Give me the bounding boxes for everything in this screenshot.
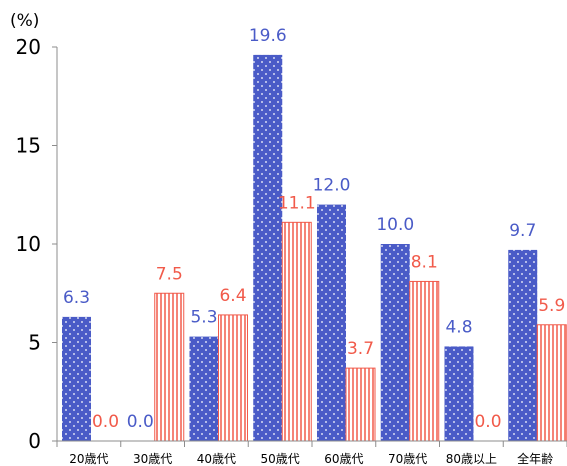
x-tick-label: 70歳代 [388, 452, 427, 466]
y-tick-label: 10 [16, 232, 41, 256]
bar-series-1 [444, 346, 474, 441]
data-label-series-2: 7.5 [156, 264, 183, 284]
data-label-series-1: 10.0 [376, 215, 414, 235]
bar-series-2 [409, 280, 440, 442]
data-label-series-2: 3.7 [347, 339, 374, 359]
data-label-series-2: 11.1 [278, 193, 316, 213]
data-label-series-2: 8.1 [411, 252, 438, 272]
bar-series-1 [380, 244, 410, 441]
data-labels: 6.3 0.0 5.3 19.6 12.0 10.0 4.8 9.7 0.0 7.5 6.4 11.1… [63, 26, 565, 432]
x-tick-label: 50歳代 [260, 452, 299, 466]
x-tick-label: 全年齢 [517, 451, 553, 466]
bars [62, 54, 567, 442]
x-tick-label: 20歳代 [69, 452, 108, 466]
y-tick-label: 5 [28, 331, 41, 355]
data-label-series-1: 5.3 [190, 308, 217, 328]
data-label-series-2: 5.9 [538, 296, 565, 316]
x-tick-label: 30歳代 [133, 452, 172, 466]
data-label-series-1: 4.8 [445, 317, 472, 337]
y-tick-label: 0 [28, 429, 41, 453]
bar-series-2 [218, 314, 248, 442]
bar-series-1 [189, 336, 219, 441]
bar-series-2 [281, 221, 312, 442]
bar-series-1 [508, 249, 538, 441]
bar-series-2 [154, 292, 185, 442]
x-tick-label: 80歳以上 [446, 452, 497, 466]
data-label-series-2: 0.0 [92, 412, 119, 432]
y-tick-label: 20 [16, 35, 41, 59]
data-label-series-1: 0.0 [127, 412, 154, 432]
y-tick-label: 15 [16, 134, 41, 158]
bar-series-1 [62, 316, 91, 441]
data-label-series-1: 9.7 [509, 221, 536, 241]
y-axis-unit-label: (%) [10, 11, 39, 31]
data-label-series-1: 12.0 [313, 176, 351, 196]
data-label-series-2: 6.4 [219, 286, 246, 306]
x-tick-label: 60歳代 [324, 452, 363, 466]
y-axis: 0 5 10 15 20 [16, 35, 58, 453]
bar-series-1 [317, 204, 346, 441]
x-tick-label: 40歳代 [197, 452, 236, 466]
bar-series-2 [536, 324, 567, 442]
x-axis: 20歳代 30歳代 40歳代 50歳代 60歳代 70歳代 80歳以上 全年齢 [56, 440, 567, 466]
bar-series-1 [253, 54, 283, 441]
data-label-series-1: 6.3 [63, 288, 90, 308]
data-label-series-2: 0.0 [474, 412, 501, 432]
data-label-series-1: 19.6 [249, 26, 287, 46]
bar-series-2 [345, 367, 376, 442]
